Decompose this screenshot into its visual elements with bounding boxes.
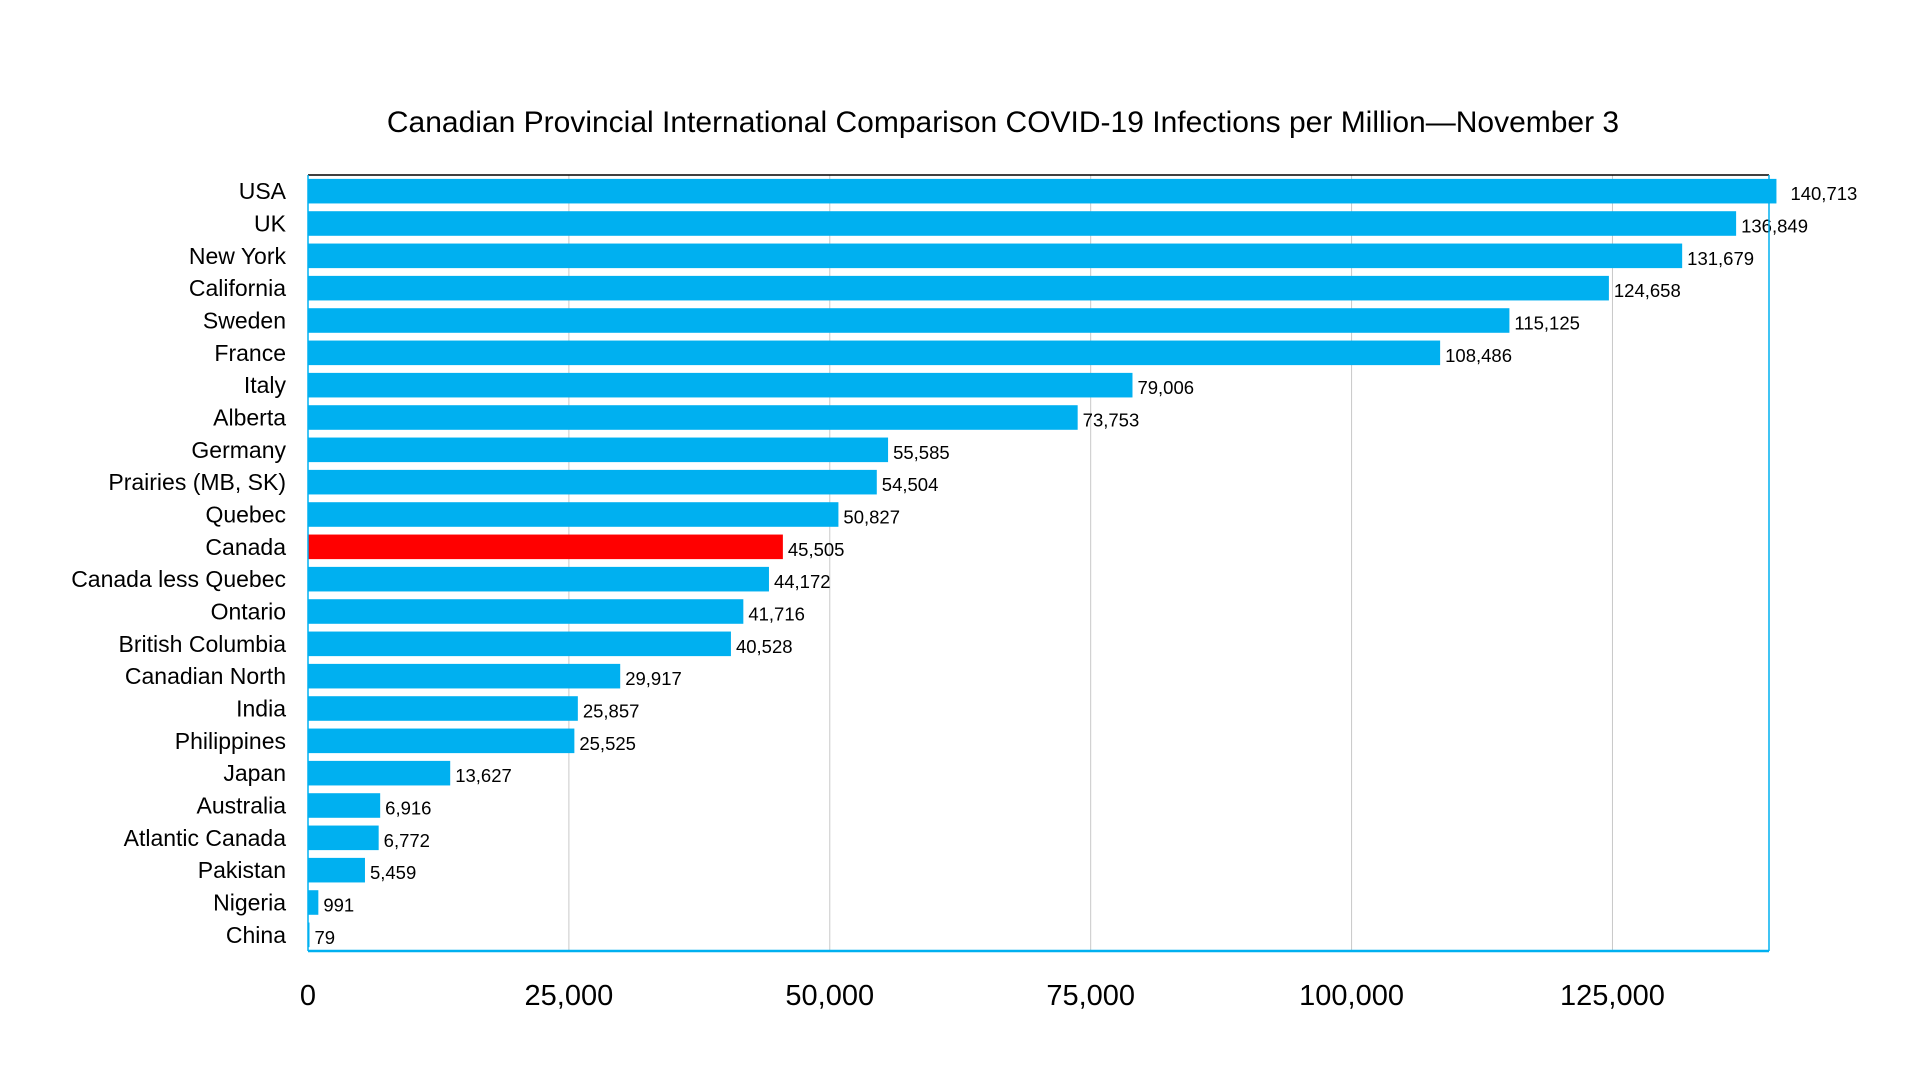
value-label: 140,713 <box>1790 183 1857 204</box>
value-label: 124,658 <box>1614 280 1681 301</box>
bar <box>308 890 319 915</box>
bar <box>308 178 1777 204</box>
bar <box>308 696 578 721</box>
bar <box>308 340 1441 366</box>
category-label: USA <box>239 178 287 204</box>
category-label: Prairies (MB, SK) <box>108 469 286 495</box>
value-label: 73,753 <box>1083 410 1140 431</box>
value-label: 45,505 <box>788 539 845 560</box>
category-label: Italy <box>244 372 287 398</box>
bar <box>308 211 1737 236</box>
bar <box>308 308 1510 333</box>
category-label: Germany <box>191 437 286 463</box>
category-label: California <box>189 275 286 301</box>
value-label: 55,585 <box>893 442 950 463</box>
value-label: 44,172 <box>774 571 831 592</box>
bar <box>308 534 783 560</box>
category-label: Canadian North <box>125 663 286 689</box>
value-label: 54,504 <box>882 474 939 495</box>
value-label: 136,849 <box>1741 216 1808 237</box>
value-label: 40,528 <box>736 636 793 657</box>
x-tick-label: 25,000 <box>525 980 614 1012</box>
category-label: Pakistan <box>198 857 286 883</box>
category-label: Alberta <box>213 405 286 431</box>
bar <box>308 372 1133 398</box>
bar <box>308 825 379 851</box>
x-tick-label: 75,000 <box>1046 980 1135 1012</box>
bar <box>308 728 575 754</box>
value-label: 115,125 <box>1514 313 1580 334</box>
category-label: British Columbia <box>119 631 287 657</box>
x-tick-label: 50,000 <box>785 980 874 1012</box>
value-label: 29,917 <box>625 668 682 689</box>
value-label: 25,525 <box>579 733 636 754</box>
category-label: India <box>236 696 286 722</box>
value-label: 991 <box>323 895 354 916</box>
x-tick-label: 100,000 <box>1299 980 1404 1012</box>
category-label: Quebec <box>205 502 286 528</box>
bar <box>308 405 1078 430</box>
bar <box>308 760 451 786</box>
value-label: 79 <box>315 927 336 948</box>
category-label: Atlantic Canada <box>124 825 287 851</box>
bar <box>308 275 1609 301</box>
bar <box>308 437 889 463</box>
bar <box>308 599 744 624</box>
category-label: France <box>214 340 286 366</box>
category-label: Japan <box>223 760 286 786</box>
category-label: Sweden <box>203 308 286 334</box>
bar <box>308 566 769 592</box>
category-label: Nigeria <box>213 890 286 916</box>
category-label: Canada less Quebec <box>71 566 286 592</box>
value-label: 50,827 <box>843 507 900 528</box>
x-tick-label: 125,000 <box>1560 980 1665 1012</box>
category-label: New York <box>189 243 287 269</box>
value-label: 6,772 <box>384 830 430 851</box>
value-label: 131,679 <box>1687 248 1754 269</box>
category-label: UK <box>254 211 287 237</box>
chart-title: Canadian Provincial International Compar… <box>387 106 1619 139</box>
bar <box>308 857 365 883</box>
value-label: 108,486 <box>1445 345 1512 366</box>
category-label: Philippines <box>175 728 286 754</box>
category-label: Australia <box>197 793 287 819</box>
value-label: 79,006 <box>1137 377 1194 398</box>
category-label: Canada <box>205 534 286 560</box>
bar <box>308 502 839 527</box>
bar <box>308 631 731 657</box>
bar <box>308 469 877 495</box>
value-label: 41,716 <box>748 604 805 625</box>
bar <box>308 663 621 689</box>
bar <box>308 793 381 818</box>
value-label: 6,916 <box>385 798 431 819</box>
value-label: 13,627 <box>455 765 512 786</box>
bar <box>308 243 1683 269</box>
category-label: Ontario <box>211 599 286 625</box>
x-tick-label: 0 <box>300 980 316 1012</box>
value-label: 5,459 <box>370 862 416 883</box>
category-label: China <box>226 922 286 948</box>
value-label: 25,857 <box>583 701 640 722</box>
